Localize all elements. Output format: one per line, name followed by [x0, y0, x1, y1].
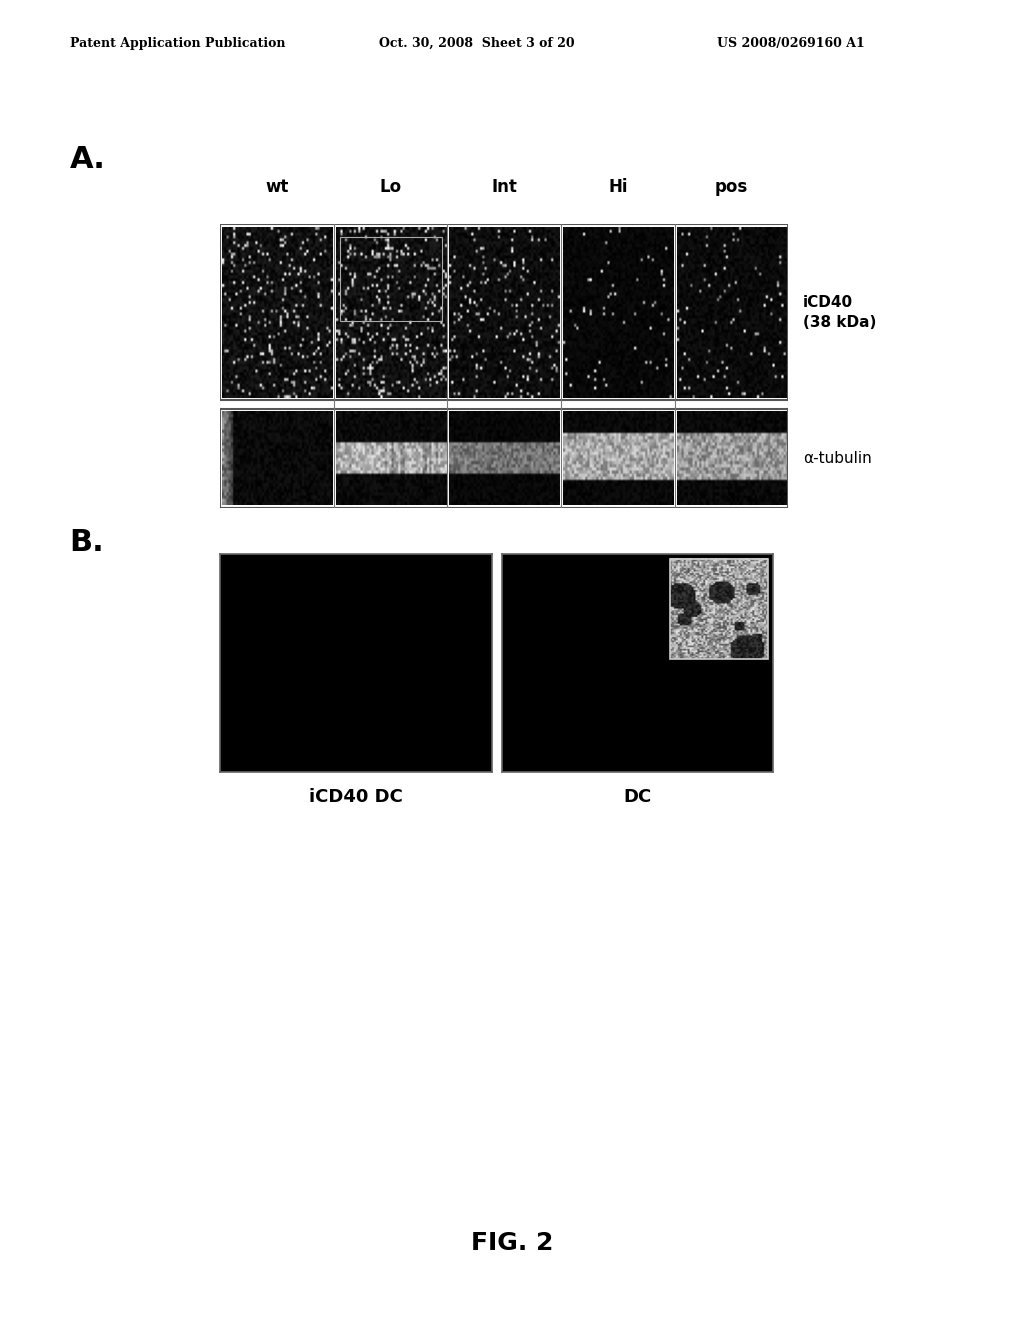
Text: Int: Int — [492, 178, 517, 195]
Bar — [220, 224, 788, 400]
Text: α-tubulin: α-tubulin — [803, 451, 871, 466]
Text: FIG. 2: FIG. 2 — [471, 1232, 553, 1255]
Bar — [340, 236, 441, 321]
Text: wt: wt — [265, 178, 289, 195]
Text: Lo: Lo — [380, 178, 401, 195]
Bar — [670, 558, 768, 659]
Text: iCD40
(38 kDa): iCD40 (38 kDa) — [803, 294, 877, 330]
Text: Oct. 30, 2008  Sheet 3 of 20: Oct. 30, 2008 Sheet 3 of 20 — [379, 37, 574, 50]
Text: Hi: Hi — [608, 178, 628, 195]
Text: US 2008/0269160 A1: US 2008/0269160 A1 — [717, 37, 864, 50]
Text: B.: B. — [70, 528, 104, 557]
Text: Patent Application Publication: Patent Application Publication — [70, 37, 285, 50]
Text: pos: pos — [715, 178, 749, 195]
Text: DC: DC — [624, 788, 651, 807]
Text: iCD40 DC: iCD40 DC — [309, 788, 402, 807]
Bar — [220, 409, 788, 508]
Text: A.: A. — [70, 145, 105, 174]
